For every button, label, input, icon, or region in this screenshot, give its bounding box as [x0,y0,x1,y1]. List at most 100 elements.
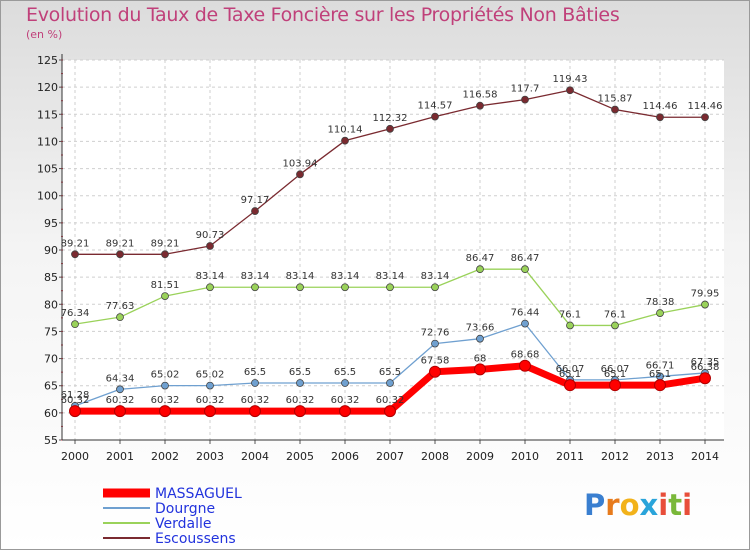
data-point-verdalle [341,283,349,292]
data-label-escoussens: 89.21 [151,238,180,249]
data-label-massaguel: 68 [474,353,487,364]
data-point-verdalle [476,265,484,274]
data-point-massaguel [519,359,531,372]
y-tick-label: 90 [44,244,58,257]
x-tick-label: 2010 [511,450,539,463]
data-label-escoussens: 116.58 [463,90,498,101]
data-point-massaguel [204,405,216,418]
data-label-dourgne: 66.71 [646,360,675,371]
data-point-escoussens [701,113,709,122]
data-label-verdalle: 79.95 [691,289,720,300]
data-point-escoussens [476,101,484,110]
y-tick-label: 110 [37,135,58,148]
x-tick-label: 2005 [286,450,314,463]
data-point-dourgne [341,379,349,387]
data-label-massaguel: 60.32 [331,395,360,406]
data-label-verdalle: 81.51 [151,280,180,291]
y-tick-label: 105 [37,163,58,176]
data-label-verdalle: 76.1 [559,309,581,320]
data-point-dourgne [161,381,169,390]
data-point-dourgne [206,381,214,390]
data-point-massaguel [654,379,666,392]
data-point-escoussens [611,105,619,114]
data-point-verdalle [251,283,259,292]
data-label-massaguel: 60.32 [241,395,270,406]
x-tick-label: 2014 [691,450,719,463]
data-point-escoussens [656,113,664,122]
data-label-dourgne: 65.5 [244,367,266,378]
y-tick-label: 95 [44,217,58,230]
data-point-massaguel [294,405,306,418]
x-tick-label: 2012 [601,450,629,463]
data-point-escoussens [431,112,439,121]
data-point-massaguel [249,405,261,418]
data-label-dourgne: 65.02 [151,370,180,381]
y-tick-label: 60 [44,407,58,420]
data-label-verdalle: 83.14 [196,271,225,282]
y-tick-label: 70 [44,353,58,366]
data-label-verdalle: 86.47 [511,253,540,264]
x-tick-label: 2003 [196,450,224,463]
data-label-verdalle: 78.38 [646,297,675,308]
data-label-dourgne: 61.28 [61,390,90,401]
data-point-massaguel [564,379,576,392]
data-label-verdalle: 83.14 [421,271,450,282]
data-point-massaguel [384,405,396,418]
data-label-dourgne: 65.5 [334,367,356,378]
chart-title: Evolution du Taux de Taxe Foncière sur l… [26,4,620,26]
data-point-escoussens [71,250,79,259]
data-label-dourgne: 65.5 [379,367,401,378]
data-label-verdalle: 83.14 [241,271,270,282]
y-tick-label: 100 [37,190,58,203]
data-label-verdalle: 77.63 [106,301,135,312]
data-label-escoussens: 114.46 [643,101,678,112]
data-point-verdalle [431,283,439,292]
legend-label-dourgne: Dourgne [155,501,215,517]
data-point-verdalle [521,265,529,274]
data-point-verdalle [611,321,619,330]
x-tick-label: 2000 [61,450,89,463]
x-tick-label: 2006 [331,450,359,463]
data-point-dourgne [251,379,259,387]
y-tick-label: 115 [37,108,58,121]
data-point-escoussens [161,250,169,259]
legend-label-massaguel: MASSAGUEL [155,486,242,502]
data-label-massaguel: 60.32 [286,395,315,406]
data-label-dourgne: 67.35 [691,357,720,368]
data-label-dourgne: 76.44 [511,308,540,319]
data-point-verdalle [701,300,709,309]
chart-unit-label: (en %) [26,28,63,41]
data-label-massaguel: 60.32 [106,395,135,406]
data-label-massaguel: 65.1 [604,369,626,380]
data-label-escoussens: 119.43 [553,74,588,85]
y-tick-label: 120 [37,81,58,94]
data-label-verdalle: 86.47 [466,253,495,264]
axes: 55 60 65 70 75 80 85 90 95 100 105 110 115 120 125 2000… [37,54,724,463]
data-point-verdalle [296,283,304,292]
data-label-dourgne: 66.07 [601,364,630,375]
data-point-dourgne [476,334,484,343]
data-point-dourgne [521,319,529,328]
data-label-dourgne: 73.66 [466,323,495,334]
data-point-escoussens [566,86,574,95]
data-point-escoussens [116,250,124,259]
data-label-dourgne: 65.02 [196,370,225,381]
legend-label-verdalle: Verdalle [155,516,211,532]
proxiti-logo: Proxiti [584,488,693,522]
data-point-verdalle [71,320,79,329]
data-label-massaguel: 60.32 [151,395,180,406]
data-point-escoussens [386,124,394,133]
data-label-escoussens: 115.87 [598,94,633,105]
data-label-massaguel: 60.32 [196,395,225,406]
x-tick-label: 2002 [151,450,179,463]
data-point-escoussens [341,136,349,145]
y-tick-label: 55 [44,434,58,447]
legend-label-escoussens: Escoussens [155,531,236,547]
y-tick-label: 80 [44,298,58,311]
data-label-massaguel: 65.1 [559,369,581,380]
data-point-massaguel [339,405,351,418]
data-point-verdalle [566,321,574,330]
data-point-verdalle [386,283,394,292]
